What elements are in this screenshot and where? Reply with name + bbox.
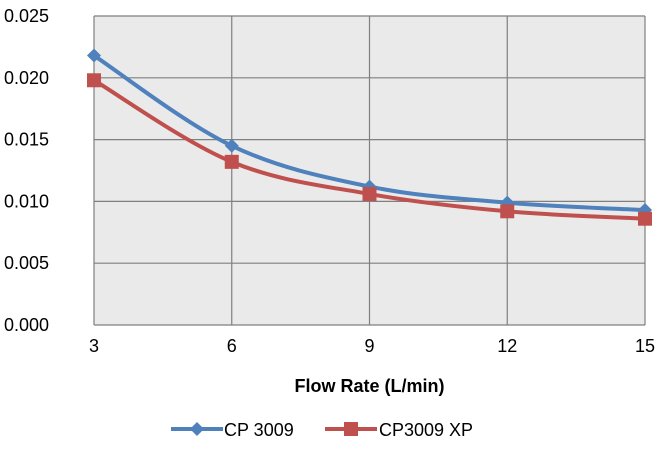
x-tick-label: 6	[227, 336, 237, 356]
legend-item: CP3009 XP	[325, 420, 473, 440]
x-tick-label: 15	[635, 336, 655, 356]
y-tick-label: 0.015	[4, 130, 49, 150]
series-layer	[87, 48, 652, 226]
y-axis-ticks: 0.000 0.005 0.010 0.015 0.020 0.025	[4, 6, 49, 335]
y-tick-label: 0.025	[4, 6, 49, 26]
x-axis-ticks: 3 6 9 12 15	[89, 336, 655, 356]
x-tick-label: 3	[89, 336, 99, 356]
series-2	[87, 73, 652, 226]
x-axis-title: Flow Rate (L/min)	[295, 376, 445, 396]
data-point-marker	[224, 154, 239, 169]
data-point-marker	[638, 211, 652, 226]
legend-marker	[190, 422, 204, 436]
data-point-marker	[224, 138, 239, 153]
y-tick-label: 0.010	[4, 191, 49, 211]
data-point-marker	[87, 73, 101, 88]
data-point-marker	[362, 186, 377, 201]
y-tick-label: 0.000	[4, 315, 49, 335]
data-point-marker	[500, 204, 515, 219]
legend-item: CP 3009	[171, 420, 294, 440]
legend-marker	[344, 422, 358, 436]
y-tick-label: 0.005	[4, 253, 49, 273]
legend: CP 3009 CP3009 XP	[171, 420, 473, 440]
legend-label: CP3009 XP	[379, 420, 473, 440]
x-tick-label: 9	[364, 336, 374, 356]
y-tick-label: 0.020	[4, 68, 49, 88]
legend-label: CP 3009	[224, 420, 294, 440]
data-point-marker	[87, 48, 101, 63]
x-tick-label: 12	[497, 336, 517, 356]
grid-lines	[93, 15, 646, 326]
